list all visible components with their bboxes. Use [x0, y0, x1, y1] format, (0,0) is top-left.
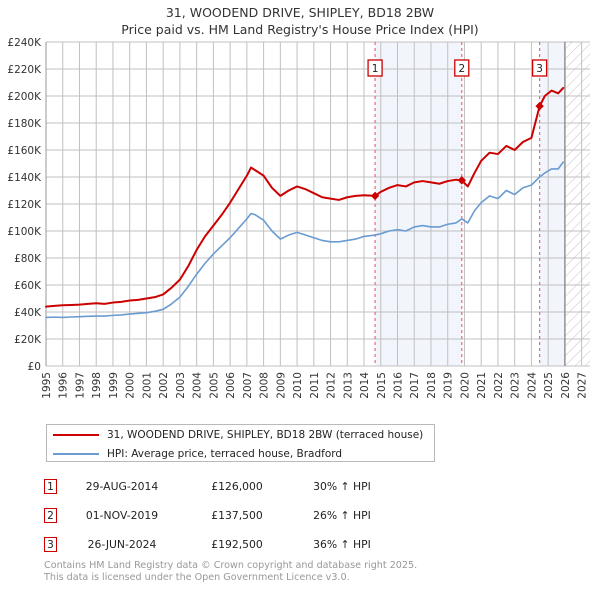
svg-text:2026: 2026 — [560, 372, 572, 399]
title-line-1: 31, WOODEND DRIVE, SHIPLEY, BD18 2BW — [165, 5, 435, 20]
svg-text:1996: 1996 — [58, 372, 70, 399]
svg-text:2016: 2016 — [393, 372, 405, 399]
transaction-hpi-delta: 36% ↑ HPI — [313, 538, 371, 551]
chart-series-lines — [45, 86, 565, 319]
svg-text:£100K: £100K — [7, 226, 42, 238]
svg-text:£240K: £240K — [7, 37, 42, 49]
svg-text:2003: 2003 — [175, 372, 187, 399]
svg-text:2014: 2014 — [359, 372, 371, 399]
legend-item-hpi: HPI: Average price, terraced house, Brad… — [47, 444, 434, 463]
svg-text:3: 3 — [536, 63, 543, 75]
footer-line-1: Contains HM Land Registry data © Crown c… — [44, 560, 418, 571]
table-row: 3 26-JUN-2024 £192,500 36% ↑ HPI — [44, 530, 464, 559]
svg-text:2000: 2000 — [125, 372, 137, 399]
svg-text:2002: 2002 — [158, 372, 170, 399]
svg-text:2009: 2009 — [275, 372, 287, 399]
svg-text:1: 1 — [372, 63, 379, 75]
x-axis-tick-labels: 1995 1996 1997 1998 1999 2000 2001 2002 2003 2004… — [41, 372, 589, 399]
svg-text:2019: 2019 — [443, 372, 455, 399]
svg-text:2018: 2018 — [426, 372, 438, 399]
attribution-footer: Contains HM Land Registry data © Crown c… — [44, 560, 584, 583]
legend-label-hpi: HPI: Average price, terraced house, Brad… — [107, 447, 343, 460]
table-row: 1 29-AUG-2014 £126,000 30% ↑ HPI — [44, 472, 464, 501]
svg-text:2021: 2021 — [476, 372, 488, 399]
svg-text:£40K: £40K — [14, 307, 42, 319]
transaction-price: £137,500 — [211, 509, 263, 522]
svg-text:2005: 2005 — [208, 372, 220, 399]
svg-text:2010: 2010 — [292, 372, 304, 399]
transaction-price: £192,500 — [211, 538, 263, 551]
table-row: 2 01-NOV-2019 £137,500 26% ↑ HPI — [44, 501, 464, 530]
transaction-date: 29-AUG-2014 — [85, 480, 159, 493]
transaction-date: 26-JUN-2024 — [87, 538, 157, 551]
transactions-table: 1 29-AUG-2014 £126,000 30% ↑ HPI 2 01-NO… — [44, 472, 464, 559]
legend-label-property: 31, WOODEND DRIVE, SHIPLEY, BD18 2BW (te… — [107, 428, 424, 441]
svg-text:£160K: £160K — [7, 145, 42, 157]
svg-text:2022: 2022 — [493, 372, 505, 399]
legend-swatch-property — [53, 433, 99, 436]
svg-text:£60K: £60K — [14, 280, 42, 292]
transaction-index-badge: 2 — [44, 508, 57, 523]
svg-text:2011: 2011 — [309, 372, 321, 399]
svg-text:£180K: £180K — [7, 118, 42, 130]
page-title: 31, WOODEND DRIVE, SHIPLEY, BD18 2BW Pri… — [0, 4, 600, 38]
svg-text:2006: 2006 — [225, 372, 237, 399]
svg-text:2001: 2001 — [141, 372, 153, 399]
chart-gridlines — [45, 41, 590, 367]
svg-text:2017: 2017 — [409, 372, 421, 399]
transaction-date: 01-NOV-2019 — [85, 509, 159, 522]
svg-text:2013: 2013 — [342, 372, 354, 399]
svg-text:2: 2 — [458, 63, 465, 75]
svg-text:£120K: £120K — [7, 199, 42, 211]
svg-text:1995: 1995 — [41, 372, 53, 399]
svg-text:£140K: £140K — [7, 172, 42, 184]
svg-text:1997: 1997 — [74, 372, 86, 399]
svg-text:2024: 2024 — [526, 372, 538, 399]
legend-item-property: 31, WOODEND DRIVE, SHIPLEY, BD18 2BW (te… — [47, 425, 434, 444]
svg-text:2025: 2025 — [543, 372, 555, 399]
footer-line-2: This data is licensed under the Open Gov… — [44, 571, 350, 583]
svg-text:2023: 2023 — [510, 372, 522, 399]
svg-text:2004: 2004 — [192, 372, 204, 399]
svg-text:2015: 2015 — [376, 372, 388, 399]
svg-text:£20K: £20K — [14, 334, 42, 346]
svg-text:£200K: £200K — [7, 91, 42, 103]
svg-text:2012: 2012 — [326, 372, 338, 399]
svg-text:2008: 2008 — [259, 372, 271, 399]
svg-text:2007: 2007 — [242, 372, 254, 399]
svg-text:1998: 1998 — [91, 372, 103, 399]
chart-legend: 31, WOODEND DRIVE, SHIPLEY, BD18 2BW (te… — [46, 424, 435, 462]
svg-text:2020: 2020 — [459, 372, 471, 399]
svg-text:£0: £0 — [28, 361, 41, 373]
transaction-marker-lines — [374, 42, 541, 366]
transaction-hpi-delta: 26% ↑ HPI — [313, 509, 371, 522]
price-chart-svg: £0 £20K £40K £60K £80K £100K £120K £140K £160K £1… — [7, 37, 590, 399]
y-axis-tick-labels: £0 £20K £40K £60K £80K £100K £120K £140K £160K £1… — [7, 37, 42, 373]
legend-swatch-hpi — [53, 452, 99, 455]
title-line-2: Price paid vs. HM Land Registry's House … — [121, 22, 479, 37]
transaction-marker-dots — [370, 101, 544, 201]
svg-text:£80K: £80K — [14, 253, 42, 265]
transaction-index-badge: 3 — [44, 537, 57, 552]
transaction-callout-boxes: 1 2 3 — [367, 59, 548, 77]
svg-text:1999: 1999 — [108, 372, 120, 399]
svg-text:2027: 2027 — [577, 372, 589, 399]
transaction-index-badge: 1 — [44, 479, 57, 494]
svg-text:£220K: £220K — [7, 64, 42, 76]
transaction-price: £126,000 — [211, 480, 263, 493]
transaction-hpi-delta: 30% ↑ HPI — [313, 480, 371, 493]
